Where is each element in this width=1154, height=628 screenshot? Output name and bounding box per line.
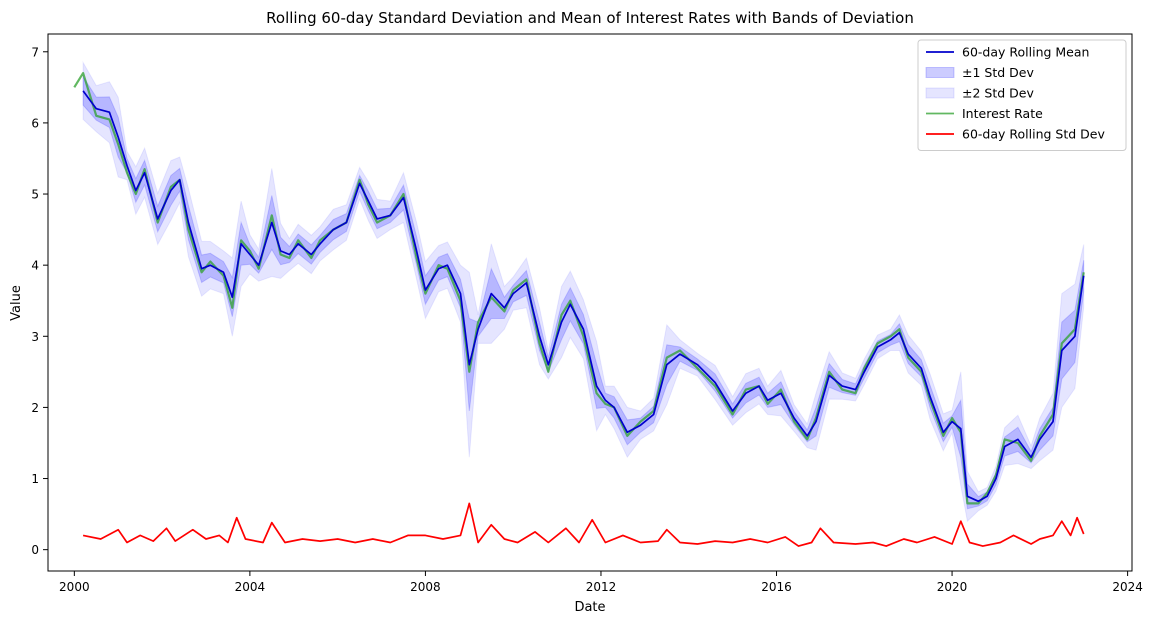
legend-label-4: 60-day Rolling Std Dev: [962, 127, 1105, 142]
chart-title: Rolling 60-day Standard Deviation and Me…: [266, 9, 914, 27]
band-1std: [82, 75, 1085, 510]
x-tick-label-2012: 2012: [586, 580, 617, 594]
y-tick-label-5: 5: [31, 188, 39, 202]
y-tick-label-7: 7: [31, 45, 39, 59]
x-tick-label-2000: 2000: [59, 580, 90, 594]
y-tick-label-2: 2: [31, 401, 39, 415]
legend-swatch-2: [925, 87, 955, 99]
series-rolling-mean: [82, 90, 1085, 503]
y-tick-label-1: 1: [31, 472, 39, 486]
legend-label-0: 60-day Rolling Mean: [962, 45, 1089, 60]
legend-label-3: Interest Rate: [962, 106, 1043, 121]
x-tick-label-2004: 2004: [235, 580, 266, 594]
y-tick-label-4: 4: [31, 259, 39, 273]
x-tick-label-2016: 2016: [761, 580, 792, 594]
y-tick-label-0: 0: [31, 543, 39, 557]
y-tick-label-6: 6: [31, 116, 39, 130]
legend: 60-day Rolling Mean ±1 Std Dev ±2 Std Dev I…: [917, 39, 1127, 151]
y-tick-label-3: 3: [31, 330, 39, 344]
x-tick-label-2024: 2024: [1112, 580, 1143, 594]
legend-swatch-1: [925, 67, 955, 78]
y-axis-label: Value: [9, 285, 24, 321]
legend-label-2: ±2 Std Dev: [962, 86, 1034, 101]
plot-frame: [47, 33, 1133, 572]
x-tick-label-2008: 2008: [410, 580, 441, 594]
series-rolling-std: [82, 502, 1085, 547]
band-2std: [82, 60, 1085, 523]
legend-box: [917, 39, 1127, 151]
x-axis-label: Date: [574, 600, 605, 615]
plot-area: 2000 2004 2008 2012 2016 2020 2024 0 1 2 3 4 5 6 7: [31, 33, 1143, 594]
legend-label-1: ±1 Std Dev: [962, 65, 1034, 80]
x-tick-label-2020: 2020: [937, 580, 968, 594]
series-interest-rate: [73, 71, 1085, 505]
